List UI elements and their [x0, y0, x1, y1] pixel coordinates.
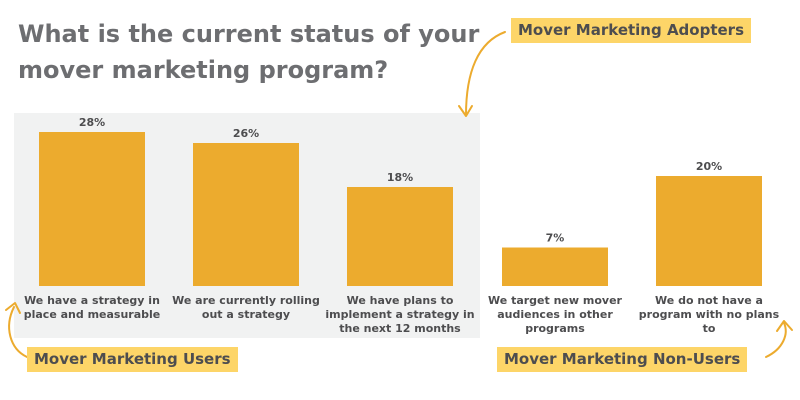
bar-value-label-3: 18%: [387, 171, 413, 184]
non-users-group-label: Mover Marketing Non-Users: [497, 347, 748, 372]
adopters-arrow-icon: [465, 31, 506, 116]
bar-5: [656, 176, 762, 286]
bar-value-label-1: 28%: [79, 116, 105, 129]
non-users-arrow-icon: [765, 322, 787, 358]
bar-value-label-2: 26%: [233, 127, 259, 140]
non-users-arrowhead-icon: [776, 320, 793, 332]
bar-value-label-4: 7%: [546, 232, 565, 245]
category-label-5: We do not have a program with no plans to: [638, 294, 780, 335]
chart-title-line-2: mover marketing program?: [18, 56, 389, 84]
category-label-3: We have plans to implement a strategy in t…: [325, 294, 475, 335]
users-arrowhead-icon: [5, 302, 21, 314]
category-label-1: We have a strategy in place and measurabl…: [23, 294, 161, 321]
category-label-2: We are currently rolling out a strategy: [172, 294, 320, 321]
chart-title-line-1: What is the current status of your: [18, 20, 480, 48]
bars-layer: 28% 26% 18% 7% 20%: [39, 116, 762, 286]
adopters-arrowhead-icon: [458, 105, 473, 117]
users-arrow-icon: [8, 306, 28, 358]
category-label-4: We target new mover audiences in other pro…: [488, 294, 622, 335]
bar-1: [39, 132, 145, 286]
bar-value-label-5: 20%: [696, 160, 722, 173]
chart-title: What is the current status of your mover…: [18, 16, 488, 88]
adopters-group-label: Mover Marketing Adopters: [511, 18, 752, 43]
bar-2: [193, 143, 299, 286]
bar-4: [502, 247, 608, 286]
bar-3: [347, 187, 453, 286]
arrows-layer: [5, 31, 793, 358]
users-group-label: Mover Marketing Users: [27, 347, 238, 372]
